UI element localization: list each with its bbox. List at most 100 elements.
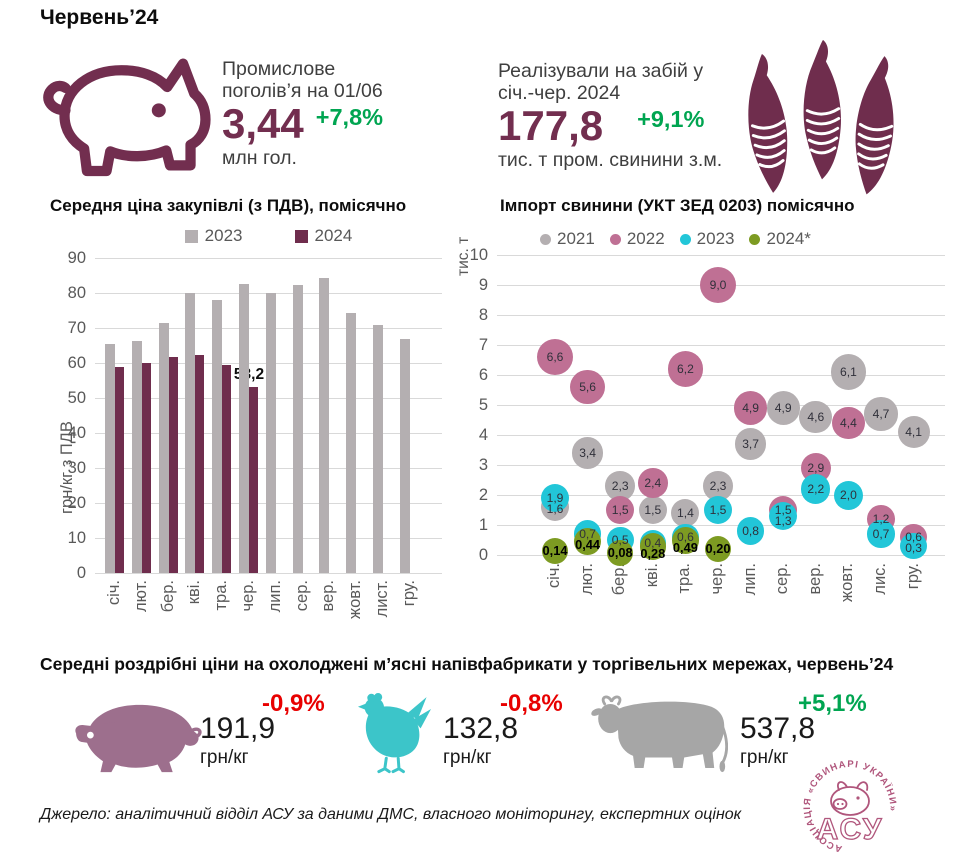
xtick-лист.: лист.: [373, 580, 391, 618]
xtick-лют.: лют.: [577, 563, 596, 595]
bubble-label-2022-чер.: 9,0: [709, 278, 727, 292]
xtick-бер.: бер.: [158, 580, 177, 613]
chicken-icon: [357, 693, 432, 774]
bubble-2021-лип.: [734, 428, 767, 460]
bubble-label-2021-бер.: 2,3: [611, 479, 629, 493]
bubble-label-2022-бер.: 1,5: [611, 503, 629, 517]
legend-item-2021: 2021: [540, 229, 595, 249]
bubble-2022-кві.: [638, 468, 668, 498]
legend-label-2024: 2024: [314, 226, 353, 245]
bubble-label-2021-січ.: 1,6: [546, 502, 564, 516]
bubble-label-2021-сер.: 4,9: [774, 401, 792, 415]
import-chart-legend: 2021 2022 2023 2024*: [540, 229, 811, 249]
xtick-сер.: сер.: [292, 580, 311, 612]
bar-2024-кві.: [195, 354, 205, 573]
gridline-10: [497, 255, 945, 256]
beef-unit: грн/кг: [740, 747, 789, 768]
bubble-label-2023-чер.: 1,5: [709, 503, 727, 517]
ytick-40: 40: [67, 424, 86, 442]
bubble-2023-вер.: [801, 474, 831, 504]
ytick-8: 8: [478, 306, 488, 324]
pork-price: 191,9: [200, 712, 276, 745]
bubble-2022-лют.: [570, 369, 605, 405]
legend-dot-2022: [609, 233, 621, 245]
legend-item-2023: 2023: [679, 229, 734, 249]
bubble-label-2024*-кві.: 0,28: [640, 546, 666, 561]
bubble-label-2024*-лют.: 0,44: [575, 537, 601, 552]
bubble-2021-тра.: [671, 498, 700, 528]
asu-logo-pig-sketch: [830, 781, 870, 816]
bubble-2022-чер.: [699, 266, 737, 304]
bubble-2024*-тра.: [672, 526, 699, 554]
bubble-label-2024*-січ.: 0,14: [542, 542, 568, 558]
bubble-label-2022-тра.: 6,2: [676, 362, 694, 376]
kpi-slaughter-label: Реалізували на забій у січ.-чер. 2024: [498, 60, 704, 105]
bubble-label-2024*-бер.: 0,08: [607, 544, 633, 560]
xtick-жовт.: жовт.: [346, 580, 365, 619]
source-note: Джерело: аналітичний відділ АСУ за даним…: [40, 806, 742, 823]
gridline-3: [497, 465, 945, 466]
legend-label-2022: 2022: [626, 229, 665, 248]
legend-swatch-2023: [184, 229, 198, 243]
xtick-гру.: гру.: [399, 580, 418, 607]
bubble-label-2022-сер.: 1,5: [774, 503, 792, 517]
ytick-3: 3: [478, 456, 488, 474]
bubble-2021-лют.: [572, 437, 604, 469]
bubble-2021-кві.: [638, 495, 667, 525]
ytick-70: 70: [67, 319, 86, 337]
bubble-2021-жовт.: [830, 354, 866, 390]
kpi-herd-label: Промислове поголів’я на 01/06: [222, 58, 383, 103]
bubble-2021-лис.: [864, 397, 898, 431]
bubble-label-2024*-чер.: 0,20: [705, 541, 731, 556]
price-chart: Середня ціна закупівлі (з ПДВ), помісячн…: [30, 196, 475, 656]
bubble-2024*-бер.: [607, 539, 634, 566]
bubble-label-2023-жовт.: 2,0: [839, 488, 857, 502]
bar-2024-чер.: [249, 386, 258, 573]
pork-icon: [75, 704, 202, 773]
ytick-5: 5: [478, 396, 488, 414]
bar-2023-бер.: [158, 322, 169, 573]
gridline-6: [497, 375, 945, 376]
kpi-slaughter-value: 177,8: [498, 102, 604, 150]
xtick-вер.: вер.: [319, 580, 338, 612]
ytick-80: 80: [67, 284, 86, 302]
ytick-2: 2: [478, 486, 488, 504]
bubble-label-2021-чер.: 2,3: [709, 479, 727, 493]
bubble-2023-гру.: [900, 532, 927, 560]
legend-label-2024*: 2024*: [766, 229, 811, 248]
bubble-label-2022-вер.: 2,9: [807, 461, 825, 475]
bar-2023-лип.: [265, 293, 276, 573]
kpi-slaughter: Реалізували на забій у січ.-чер. 2024 17…: [498, 60, 758, 172]
xtick-січ.: січ.: [545, 563, 563, 589]
kpi-slaughter-unit: тис. т пром. свинини з.м.: [498, 148, 723, 171]
bubble-label-2023-бер.: 0,5: [611, 533, 629, 547]
bubble-2023-лип.: [737, 517, 765, 545]
chicken-price: 132,8: [443, 712, 519, 745]
bubble-2024*-кві.: [639, 533, 666, 560]
price-chart-title: Середня ціна закупівлі (з ПДВ), помісячн…: [50, 196, 407, 215]
bubble-label-2022-лют.: 5,6: [579, 380, 596, 394]
bubble-label-2023-гру.: 0,3: [905, 541, 922, 555]
bubble-label-2023-січ.: 1,9: [546, 491, 564, 505]
bubble-label-2022-жовт.: 4,4: [839, 416, 857, 430]
bubble-2023-чер.: [703, 495, 733, 525]
import-chart-plot: 1,6 6,6 1,9 0,14 3,4 5,6 0,7 0,44 2,3 1,5 0,5 0,08 1…: [497, 255, 945, 566]
xtick-лип.: лип.: [740, 563, 759, 596]
ytick-4: 4: [478, 426, 488, 444]
bubble-label-2022-січ.: 6,6: [546, 350, 564, 364]
gridline-1: [497, 525, 945, 526]
legend-swatch-2024: [294, 229, 308, 243]
bubble-label-2023-сер.: 1,3: [774, 514, 792, 528]
gridline-4: [497, 435, 945, 436]
ytick-10: 10: [67, 529, 86, 547]
kpi-herd-value: 3,44: [222, 100, 304, 148]
xtick-бер.: бер.: [610, 563, 629, 596]
xtick-тра.: тра.: [212, 580, 231, 611]
kpi-herd: Промислове поголів’я на 01/06 3,44 +7,8%…: [222, 58, 452, 170]
chicken-delta: -0,8%: [500, 690, 563, 717]
bar-2024-лют.: [141, 362, 151, 573]
pork-delta: -0,9%: [262, 690, 325, 717]
ytick-7: 7: [478, 336, 488, 354]
ytick-9: 9: [478, 276, 488, 294]
